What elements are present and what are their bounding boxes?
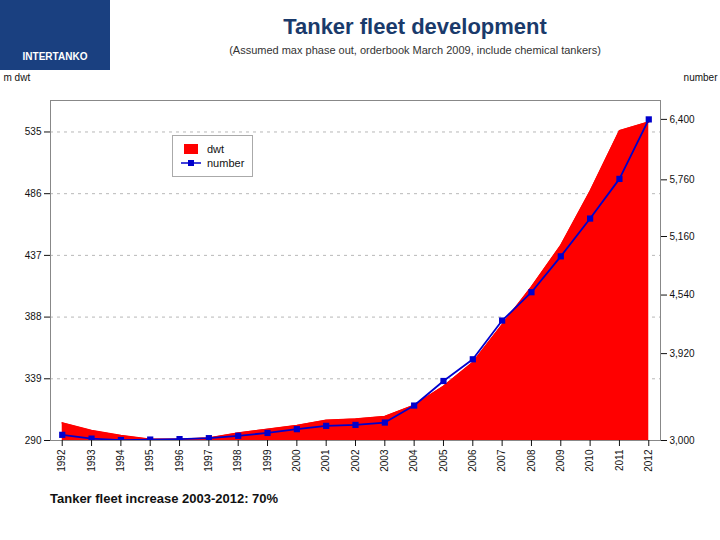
svg-text:1997: 1997 — [203, 449, 214, 472]
svg-text:1996: 1996 — [174, 449, 185, 472]
svg-text:486: 486 — [25, 188, 42, 199]
svg-text:1999: 1999 — [262, 449, 273, 472]
svg-text:number: number — [684, 72, 719, 83]
svg-text:5,760: 5,760 — [670, 174, 695, 185]
svg-text:6,400: 6,400 — [670, 114, 695, 125]
svg-text:535: 535 — [25, 126, 42, 137]
svg-text:2006: 2006 — [467, 449, 478, 472]
html-text:Tanker fleet increase 2003-201: Tanker fleet increase 2003-2012: 70% — [50, 491, 279, 506]
svg-text:1998: 1998 — [232, 449, 243, 472]
svg-text:1993: 1993 — [86, 449, 97, 472]
html-text:Tanker fleet development: Tanker fleet development — [283, 14, 547, 39]
svg-text:2003: 2003 — [379, 449, 390, 472]
svg-text:3,000: 3,000 — [670, 435, 695, 446]
svg-text:339: 339 — [25, 373, 42, 384]
svg-text:1992: 1992 — [56, 449, 67, 472]
svg-text:1995: 1995 — [144, 449, 155, 472]
html-text:number: number — [207, 157, 245, 169]
svg-text:m dwt: m dwt — [4, 72, 31, 83]
html-text:(Assumed max phase out, orderb: (Assumed max phase out, orderbook March … — [229, 44, 601, 56]
svg-text:2000: 2000 — [291, 449, 302, 472]
svg-text:2009: 2009 — [555, 449, 566, 472]
svg-text:2008: 2008 — [526, 449, 537, 472]
svg-text:2007: 2007 — [496, 449, 507, 472]
svg-text:2001: 2001 — [320, 449, 331, 472]
svg-text:2011: 2011 — [614, 449, 625, 471]
svg-text:2005: 2005 — [438, 449, 449, 472]
svg-text:5,160: 5,160 — [670, 231, 695, 242]
svg-text:1994: 1994 — [115, 449, 126, 472]
svg-text:2002: 2002 — [350, 449, 361, 472]
svg-text:2004: 2004 — [408, 449, 419, 472]
svg-text:388: 388 — [25, 311, 42, 322]
svg-text:437: 437 — [25, 250, 42, 261]
svg-text:4,540: 4,540 — [670, 289, 695, 300]
html-text:INTERTANKO: INTERTANKO — [22, 51, 88, 62]
svg-text:2012: 2012 — [643, 449, 654, 472]
svg-text:3,920: 3,920 — [670, 348, 695, 359]
html-text:dwt: dwt — [207, 143, 225, 155]
svg-text:290: 290 — [25, 435, 42, 446]
svg-text:2010: 2010 — [584, 449, 595, 472]
